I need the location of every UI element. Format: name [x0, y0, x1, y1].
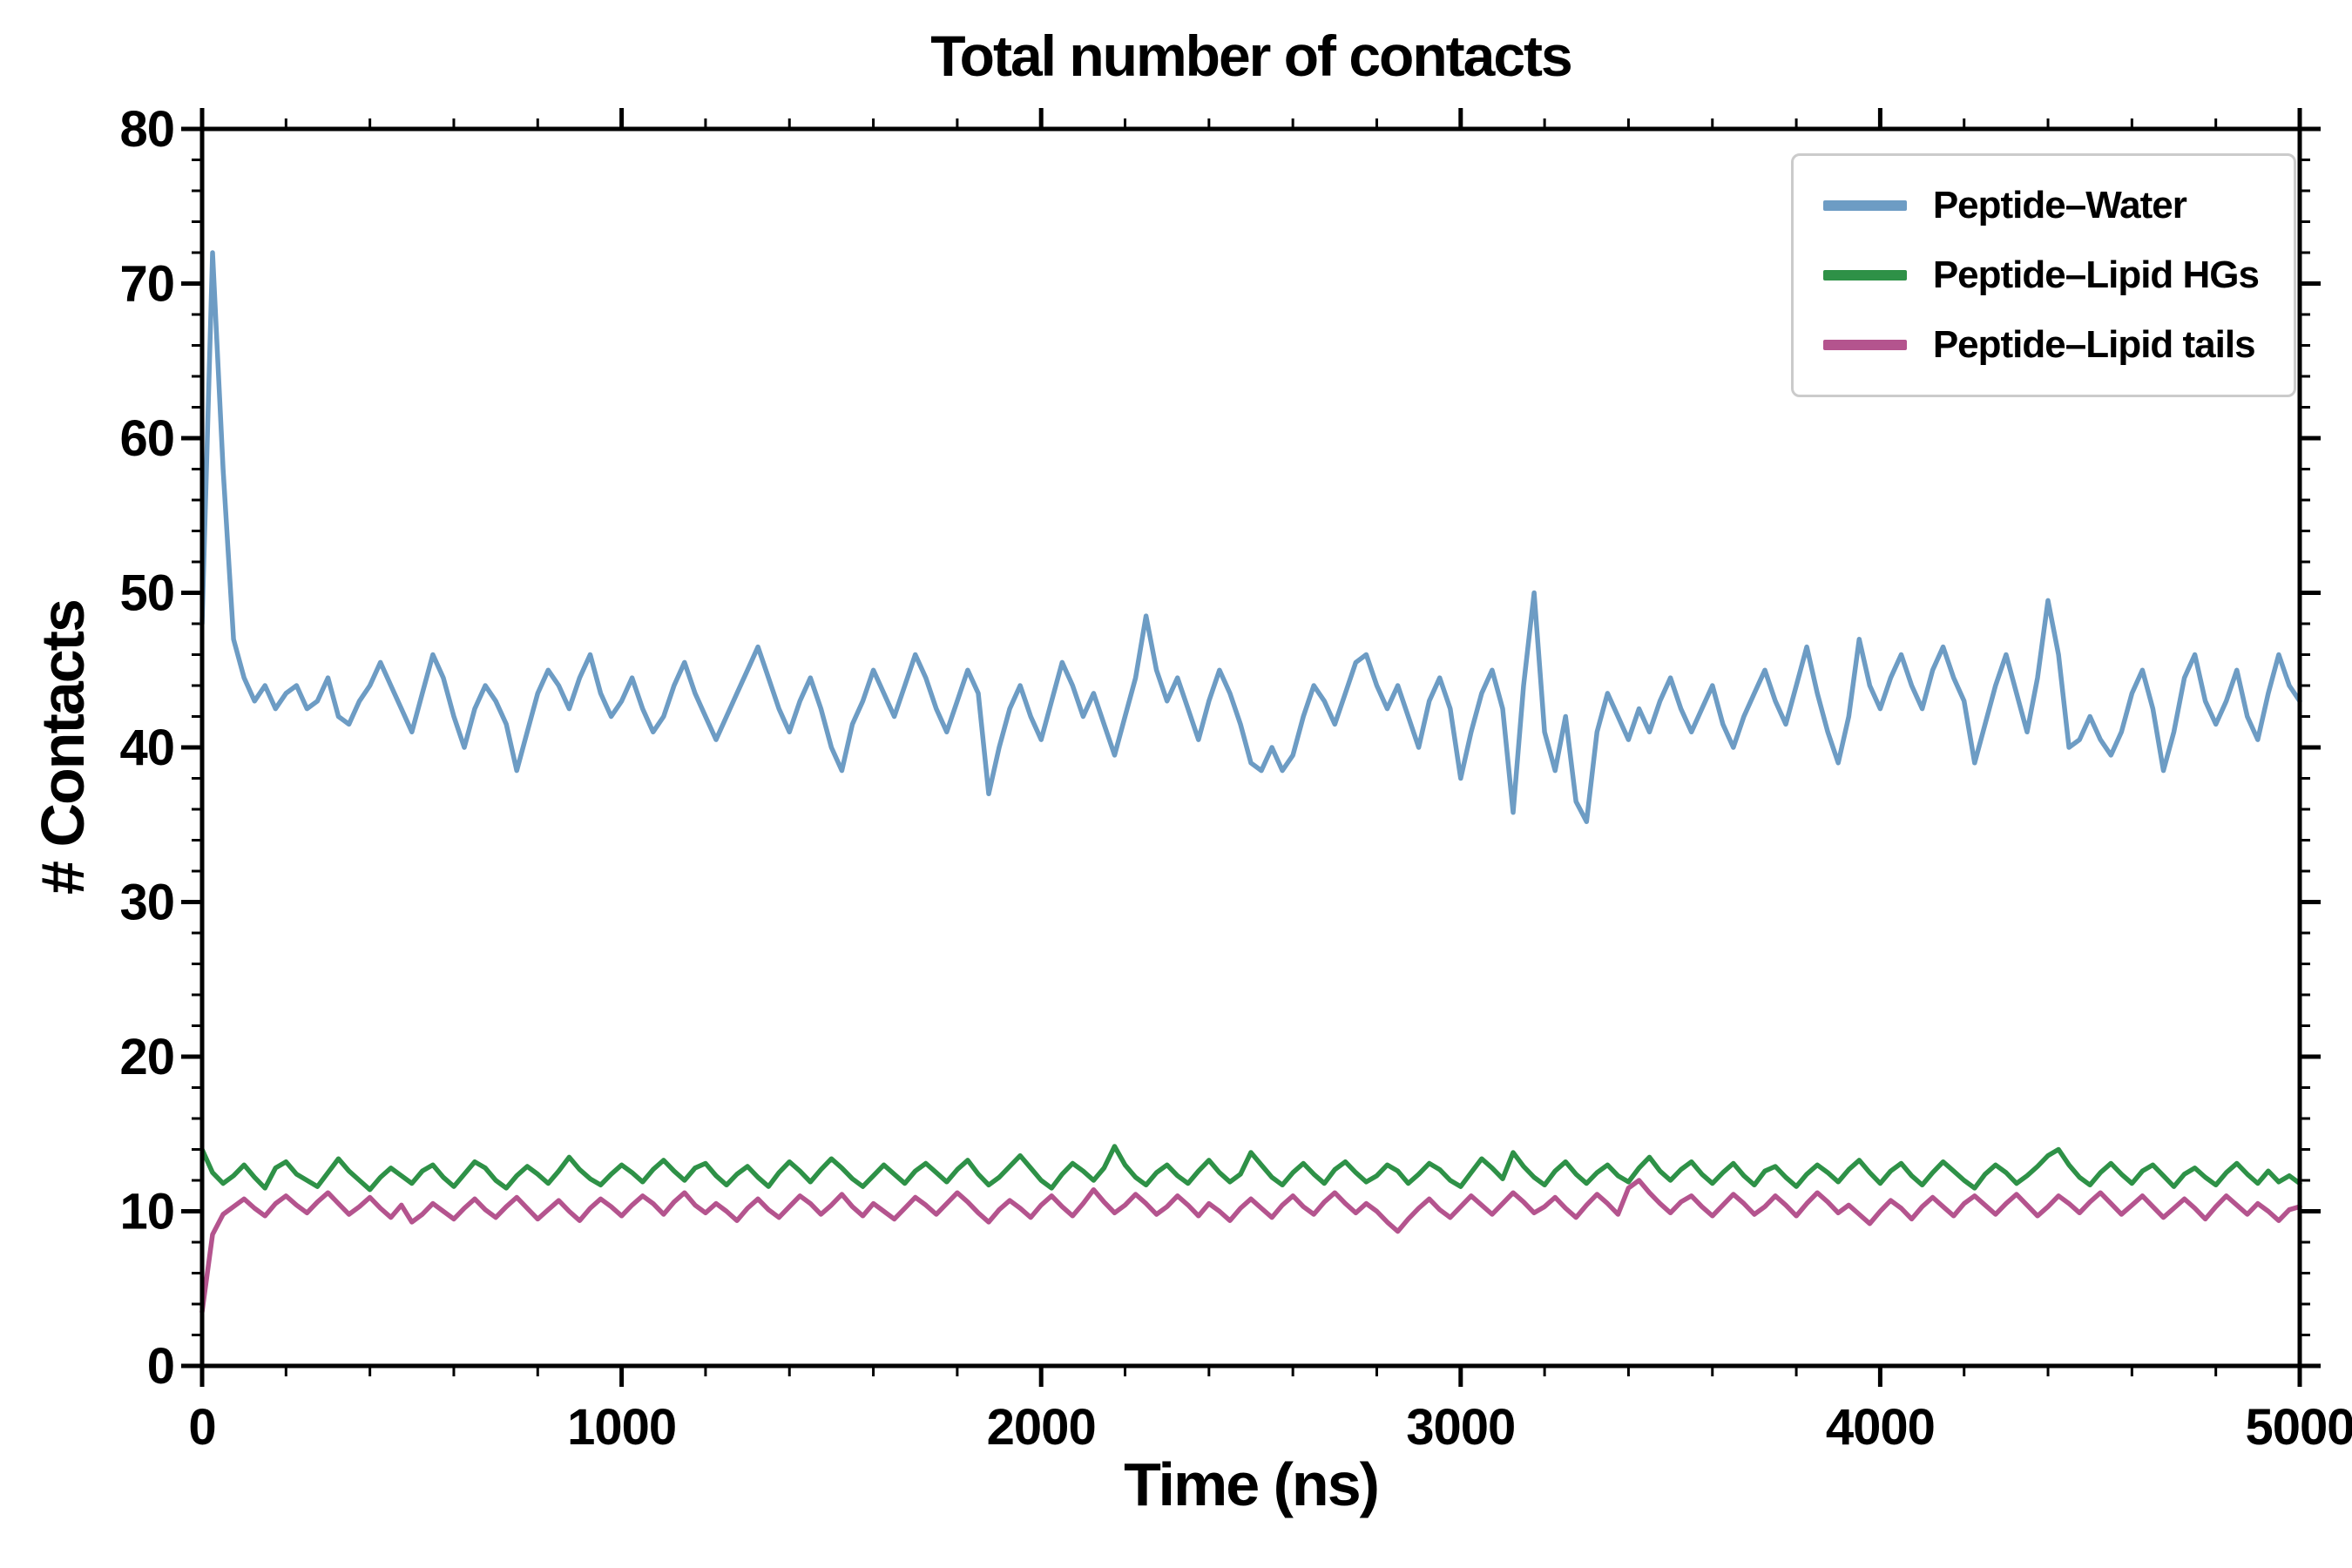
x-tick-label: 3000	[1406, 1399, 1515, 1456]
series-line-2	[199, 1178, 2302, 1315]
y-tick-label: 30	[119, 875, 174, 931]
y-axis-label: # Contacts	[29, 600, 97, 895]
y-tick-label: 80	[119, 101, 174, 158]
y-tick-label: 50	[119, 565, 174, 622]
legend-label-peptide-lipid-tails: Peptide–Lipid tails	[1932, 323, 2256, 366]
y-tick-label: 40	[119, 720, 174, 776]
y-tick-label: 70	[119, 256, 174, 313]
legend: Peptide–Water Peptide–Lipid HGs Peptide–…	[1790, 153, 2296, 397]
legend-label-peptide-lipid-hgs: Peptide–Lipid HGs	[1932, 253, 2260, 296]
chart-title: Total number of contacts	[930, 24, 1573, 88]
legend-item: Peptide–Lipid tails	[1822, 323, 2259, 367]
legend-label-peptide-water: Peptide–Water	[1932, 184, 2187, 226]
x-tick-label: 5000	[2245, 1399, 2352, 1456]
y-tick-label: 0	[147, 1338, 174, 1395]
series-line-1	[199, 1144, 2302, 1193]
legend-item: Peptide–Water	[1822, 184, 2259, 227]
legend-item: Peptide–Lipid HGs	[1822, 253, 2260, 297]
x-tick-label: 0	[188, 1399, 215, 1456]
legend-swatch-peptide-lipid-hgs	[1822, 270, 1907, 280]
legend-swatch-peptide-lipid-tails	[1822, 340, 1907, 350]
x-axis-label: Time (ns)	[1124, 1450, 1380, 1518]
series-line-0	[199, 250, 2302, 824]
legend-swatch-peptide-water	[1822, 200, 1907, 211]
x-tick-label: 4000	[1826, 1399, 1935, 1456]
y-tick-label: 10	[119, 1184, 174, 1240]
x-tick-label: 2000	[987, 1399, 1096, 1456]
x-tick-label: 1000	[567, 1399, 676, 1456]
y-tick-label: 20	[119, 1029, 174, 1085]
y-tick-label: 60	[119, 410, 174, 467]
axes-spines	[199, 126, 2302, 1369]
